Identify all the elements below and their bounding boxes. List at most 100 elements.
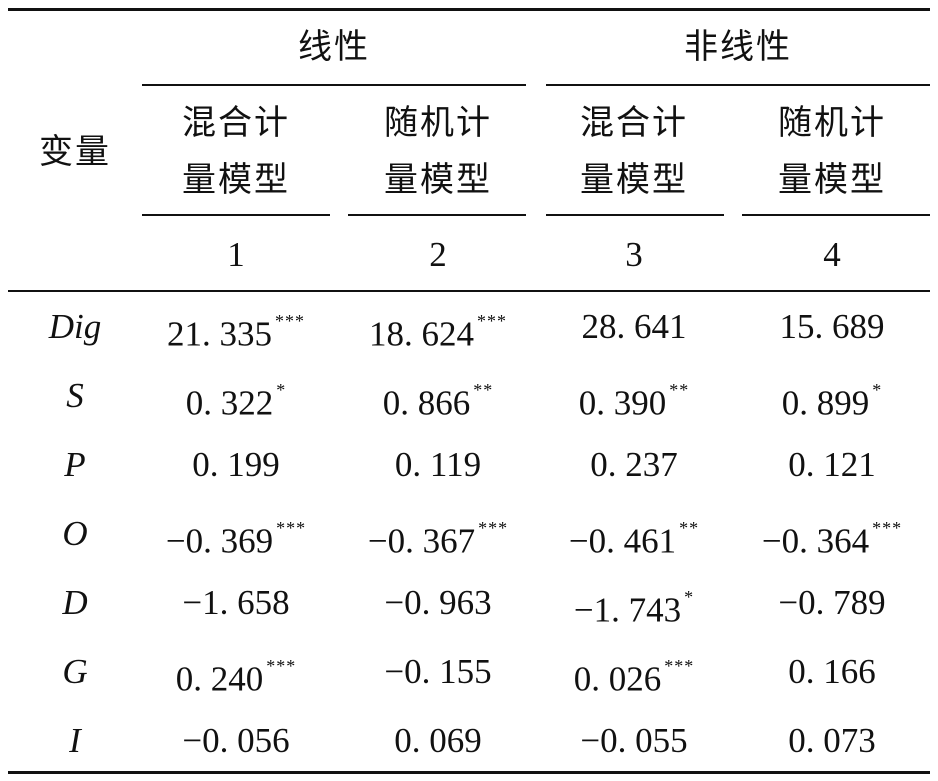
cell-value: 0. 121 (788, 445, 876, 484)
model-1-title-line2: 量模型 (182, 160, 290, 200)
table-cell: 0. 322 * (142, 376, 330, 424)
variable-header: 变量 (39, 132, 111, 172)
table-cell: 28. 641 (540, 307, 728, 347)
table-cell: −0. 369 *** (142, 514, 330, 562)
significance-marker: *** (266, 656, 297, 676)
group-nonlinear-title: 非线性 (684, 27, 792, 67)
significance-marker: *** (478, 518, 509, 538)
cell-value: 0. 026 (573, 659, 662, 699)
cell-value: −0. 056 (182, 721, 290, 760)
cell-value: −0. 369 (165, 521, 274, 561)
cell-value: 0. 237 (590, 445, 678, 484)
table-cell: 21. 335 *** (142, 307, 330, 355)
row-variable: I (69, 721, 81, 760)
significance-marker: *** (276, 518, 307, 538)
cell-value: 0. 866 (382, 383, 471, 423)
significance-marker: ** (679, 518, 700, 538)
model-2-underline (348, 214, 526, 216)
table-cell: 0. 069 (344, 721, 532, 761)
table-cell: 0. 390 ** (540, 376, 728, 424)
table-bottom-rule (8, 771, 930, 774)
cell-value: 0. 240 (175, 659, 264, 699)
table-cell: 0. 199 (142, 445, 330, 485)
cell-value: 21. 335 (167, 314, 272, 354)
table-cell: 0. 119 (344, 445, 532, 485)
cell-value: −0. 055 (580, 721, 688, 760)
table-cell: 0. 073 (738, 721, 926, 761)
model-2-title-line2: 量模型 (384, 160, 492, 200)
row-variable: G (62, 652, 88, 691)
table-cell: −0. 461 ** (540, 514, 728, 562)
table-cell: 0. 026 *** (540, 652, 728, 700)
cell-value: 15. 689 (779, 307, 885, 346)
group-nonlinear-underline (546, 84, 930, 86)
cell-value: −0. 461 (568, 521, 677, 561)
row-variable: Dig (48, 307, 102, 346)
table-cell: −1. 743 * (540, 583, 728, 631)
cell-value: −0. 155 (384, 652, 492, 691)
cell-value: −0. 367 (367, 521, 476, 561)
cell-value: −0. 364 (761, 521, 870, 561)
table-cell: 15. 689 (738, 307, 926, 347)
significance-marker: *** (275, 311, 305, 331)
group-linear-title: 线性 (298, 27, 370, 67)
cell-value: 0. 322 (185, 383, 274, 423)
model-3-index: 3 (625, 235, 643, 274)
row-variable: D (62, 583, 88, 622)
cell-value: −0. 963 (384, 583, 492, 622)
table-cell: 0. 899 * (738, 376, 926, 424)
cell-value: 28. 641 (581, 307, 687, 346)
model-1-underline (142, 214, 330, 216)
significance-marker: ** (669, 380, 690, 400)
significance-marker: * (684, 587, 695, 607)
table-top-rule (8, 8, 930, 11)
cell-value: 0. 390 (578, 383, 667, 423)
table-cell: 18. 624 *** (344, 307, 532, 355)
table-cell: −0. 367 *** (344, 514, 532, 562)
cell-value: −1. 658 (182, 583, 290, 622)
table-cell: −0. 056 (142, 721, 330, 761)
table-cell: 0. 121 (738, 445, 926, 485)
table-cell: −0. 155 (344, 652, 532, 692)
model-4-underline (742, 214, 930, 216)
model-2-index: 2 (429, 235, 447, 274)
table-cell: 0. 240 *** (142, 652, 330, 700)
model-4-title-line1: 随机计 (778, 103, 886, 143)
table-cell: 0. 166 (738, 652, 926, 692)
significance-marker: * (276, 380, 287, 400)
cell-value: −0. 789 (778, 583, 886, 622)
significance-marker: *** (872, 518, 903, 538)
model-3-title-line1: 混合计 (580, 103, 688, 143)
model-4-title-line2: 量模型 (778, 160, 886, 200)
model-3-title-line2: 量模型 (580, 160, 688, 200)
model-1-index: 1 (227, 235, 245, 274)
model-2-title-line1: 随机计 (384, 103, 492, 143)
cell-value: 18. 624 (369, 314, 474, 354)
cell-value: −1. 743 (573, 590, 682, 630)
table-cell: −0. 963 (344, 583, 532, 623)
cell-value: 0. 199 (192, 445, 280, 484)
table-cell: −1. 658 (142, 583, 330, 623)
cell-value: 0. 166 (788, 652, 876, 691)
table-cell: 0. 866 ** (344, 376, 532, 424)
row-variable: S (66, 376, 84, 415)
cell-value: 0. 899 (781, 383, 870, 423)
significance-marker: ** (473, 380, 494, 400)
model-3-underline (546, 214, 724, 216)
model-4-index: 4 (823, 235, 841, 274)
significance-marker: *** (477, 311, 507, 331)
cell-value: 0. 073 (788, 721, 876, 760)
header-bottom-rule (8, 290, 930, 292)
table-cell: 0. 237 (540, 445, 728, 485)
row-variable: P (64, 445, 86, 484)
model-1-title-line1: 混合计 (182, 103, 290, 143)
cell-value: 0. 069 (394, 721, 482, 760)
table-cell: −0. 364 *** (738, 514, 926, 562)
group-linear-underline (142, 84, 526, 86)
table-cell: −0. 055 (540, 721, 728, 761)
table-cell: −0. 789 (738, 583, 926, 623)
row-variable: O (62, 514, 88, 553)
significance-marker: *** (664, 656, 695, 676)
cell-value: 0. 119 (394, 445, 482, 484)
significance-marker: * (872, 380, 883, 400)
